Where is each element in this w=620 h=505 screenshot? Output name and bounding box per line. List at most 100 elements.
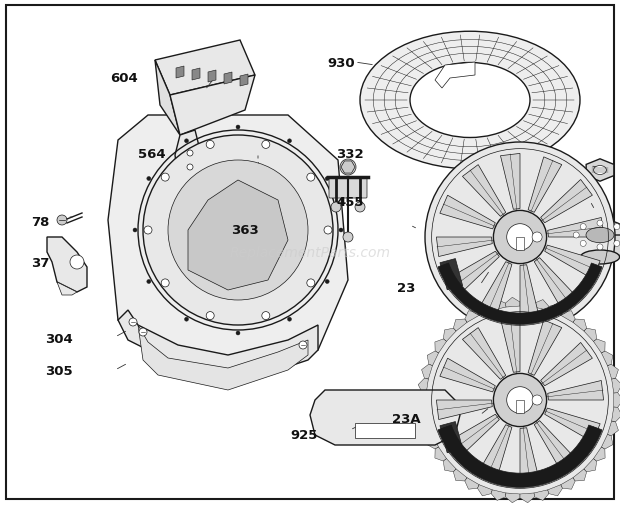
Circle shape	[343, 232, 353, 242]
Circle shape	[324, 227, 332, 234]
Circle shape	[614, 224, 620, 230]
Text: 37: 37	[31, 256, 50, 269]
Polygon shape	[593, 447, 605, 461]
Bar	[516, 400, 524, 414]
Text: 930: 930	[327, 57, 355, 70]
Circle shape	[185, 318, 188, 322]
Circle shape	[143, 136, 333, 325]
Polygon shape	[443, 329, 456, 342]
Text: ReplacementParts.com: ReplacementParts.com	[229, 245, 391, 260]
Text: 363: 363	[231, 223, 259, 236]
Polygon shape	[505, 298, 520, 308]
Bar	[355, 423, 415, 438]
Polygon shape	[440, 196, 495, 229]
Polygon shape	[547, 485, 562, 496]
Polygon shape	[520, 428, 539, 484]
Polygon shape	[341, 162, 355, 174]
Circle shape	[331, 203, 341, 213]
Polygon shape	[418, 407, 428, 422]
Polygon shape	[463, 165, 506, 217]
Circle shape	[288, 139, 291, 143]
Polygon shape	[572, 235, 620, 258]
Circle shape	[580, 224, 586, 230]
Polygon shape	[560, 311, 575, 323]
Polygon shape	[435, 339, 446, 353]
Circle shape	[326, 177, 329, 181]
Polygon shape	[593, 339, 605, 353]
Polygon shape	[500, 317, 520, 373]
Polygon shape	[614, 393, 620, 408]
Circle shape	[597, 244, 603, 250]
Circle shape	[425, 306, 615, 495]
Polygon shape	[240, 75, 248, 87]
Polygon shape	[491, 490, 506, 500]
Polygon shape	[436, 400, 492, 420]
Wedge shape	[438, 264, 602, 325]
Bar	[516, 237, 524, 251]
Polygon shape	[453, 319, 467, 331]
Circle shape	[133, 229, 137, 232]
Ellipse shape	[580, 250, 619, 265]
Polygon shape	[465, 311, 479, 323]
Wedge shape	[438, 425, 602, 487]
Polygon shape	[465, 478, 479, 489]
Polygon shape	[176, 67, 184, 79]
Polygon shape	[612, 407, 620, 422]
Circle shape	[614, 241, 620, 247]
Bar	[440, 422, 463, 453]
Text: 304: 304	[45, 332, 73, 345]
Polygon shape	[520, 265, 539, 321]
Text: 332: 332	[337, 147, 364, 161]
Ellipse shape	[572, 220, 620, 251]
Polygon shape	[477, 485, 492, 496]
Polygon shape	[534, 258, 578, 310]
Polygon shape	[534, 490, 549, 500]
Polygon shape	[436, 237, 492, 257]
Polygon shape	[192, 69, 200, 81]
Polygon shape	[541, 343, 592, 386]
Polygon shape	[427, 351, 438, 366]
Polygon shape	[427, 434, 438, 449]
Circle shape	[70, 256, 84, 270]
Circle shape	[288, 318, 291, 322]
Polygon shape	[478, 262, 512, 318]
Polygon shape	[435, 63, 475, 89]
Polygon shape	[138, 325, 308, 390]
Polygon shape	[310, 390, 460, 445]
Circle shape	[507, 224, 533, 251]
Circle shape	[206, 141, 214, 149]
Polygon shape	[547, 218, 604, 237]
Circle shape	[185, 139, 188, 143]
Polygon shape	[170, 76, 255, 136]
Polygon shape	[573, 319, 587, 331]
Circle shape	[147, 177, 151, 181]
Polygon shape	[422, 365, 433, 379]
Polygon shape	[188, 181, 288, 290]
Polygon shape	[478, 425, 512, 480]
Text: 925: 925	[290, 428, 317, 441]
Circle shape	[494, 374, 547, 427]
Circle shape	[236, 126, 240, 130]
Circle shape	[580, 241, 586, 247]
Text: 455: 455	[337, 195, 364, 209]
Circle shape	[253, 161, 263, 171]
Polygon shape	[417, 393, 427, 408]
Circle shape	[532, 232, 542, 242]
Text: 23A: 23A	[392, 413, 420, 426]
Polygon shape	[435, 447, 446, 461]
Circle shape	[262, 312, 270, 320]
Circle shape	[187, 165, 193, 171]
Polygon shape	[463, 328, 506, 380]
Polygon shape	[601, 351, 613, 366]
Polygon shape	[545, 408, 600, 442]
Polygon shape	[608, 421, 618, 436]
Text: 564: 564	[138, 147, 166, 161]
Text: 604: 604	[110, 72, 138, 85]
Polygon shape	[57, 282, 77, 295]
Circle shape	[355, 203, 365, 213]
Polygon shape	[47, 237, 87, 292]
Circle shape	[147, 280, 151, 284]
Polygon shape	[118, 311, 318, 380]
Circle shape	[326, 280, 329, 284]
Polygon shape	[155, 41, 255, 96]
